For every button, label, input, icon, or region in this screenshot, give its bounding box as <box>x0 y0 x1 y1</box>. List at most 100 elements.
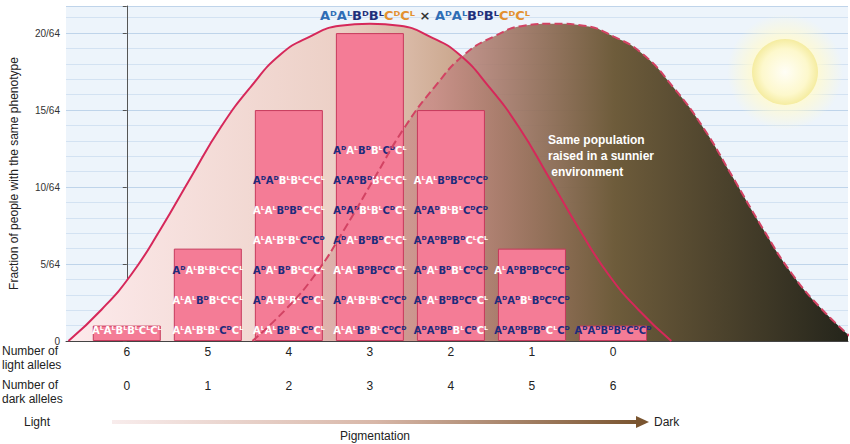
svg-text:Bᴰ: Bᴰ <box>357 325 370 336</box>
svg-text:Cᴰ: Cᴰ <box>499 8 516 23</box>
svg-text:Cᴸ: Cᴸ <box>139 325 150 336</box>
svg-text:Cᴸ: Cᴸ <box>384 235 395 246</box>
svg-text:Bᴸ: Bᴸ <box>290 175 302 186</box>
svg-text:Cᴸ: Cᴸ <box>232 265 243 276</box>
svg-text:Cᴸ: Cᴸ <box>302 265 313 276</box>
svg-text:Aᴸ: Aᴸ <box>265 205 277 216</box>
svg-text:Aᴸ: Aᴸ <box>184 325 196 336</box>
svg-text:Number of: Number of <box>2 344 61 358</box>
svg-text:Cᴰ: Cᴰ <box>557 265 570 276</box>
svg-text:Bᴸ: Bᴸ <box>290 265 302 276</box>
svg-text:Cᴸ: Cᴸ <box>395 205 406 216</box>
svg-text:1: 1 <box>529 345 536 359</box>
svg-text:Aᴸ: Aᴸ <box>172 295 184 306</box>
svg-text:Bᴰ: Bᴰ <box>613 325 626 336</box>
svg-text:Aᴸ: Aᴸ <box>425 175 437 186</box>
svg-text:Cᴰ: Cᴰ <box>301 325 314 336</box>
svg-text:Aᴰ: Aᴰ <box>266 175 279 186</box>
svg-text:Cᴸ: Cᴸ <box>302 175 313 186</box>
svg-text:Cᴸ: Cᴸ <box>313 205 324 216</box>
svg-text:Bᴸ: Bᴸ <box>370 325 382 336</box>
svg-text:1: 1 <box>204 379 211 393</box>
svg-text:Bᴰ: Bᴰ <box>437 175 450 186</box>
svg-text:Aᴸ: Aᴸ <box>345 325 357 336</box>
svg-text:Bᴸ: Bᴸ <box>453 325 465 336</box>
svg-text:Cᴸ: Cᴸ <box>313 295 324 306</box>
svg-text:Aᴰ: Aᴰ <box>414 235 427 246</box>
svg-text:Aᴸ: Aᴸ <box>414 175 426 186</box>
svg-text:0: 0 <box>610 345 617 359</box>
svg-text:Cᴸ: Cᴸ <box>220 295 231 306</box>
svg-text:Aᴸ: Aᴸ <box>427 265 439 276</box>
svg-text:Bᴸ: Bᴸ <box>209 295 221 306</box>
svg-text:Aᴸ: Aᴸ <box>427 295 439 306</box>
svg-text:3: 3 <box>367 345 374 359</box>
svg-text:5/64: 5/64 <box>41 259 61 270</box>
svg-text:Cᴸ: Cᴸ <box>395 265 406 276</box>
svg-text:dark alleles: dark alleles <box>2 392 63 406</box>
svg-text:Aᴸ: Aᴸ <box>253 235 265 246</box>
svg-text:Bᴸ: Bᴸ <box>288 235 300 246</box>
svg-text:Cᴰ: Cᴰ <box>626 325 639 336</box>
svg-text:Cᴸ: Cᴸ <box>302 205 313 216</box>
svg-text:Aᴰ: Aᴰ <box>414 325 427 336</box>
svg-text:Bᴰ: Bᴰ <box>451 295 464 306</box>
svg-text:Aᴰ: Aᴰ <box>507 295 520 306</box>
svg-text:Bᴰ: Bᴰ <box>357 265 370 276</box>
svg-text:Bᴸ: Bᴸ <box>372 175 384 186</box>
svg-text:Bᴰ: Bᴰ <box>467 8 484 23</box>
svg-text:Bᴰ: Bᴰ <box>370 265 383 276</box>
svg-text:Cᴰ: Cᴰ <box>464 295 477 306</box>
svg-text:Cᴸ: Cᴸ <box>232 295 243 306</box>
svg-text:Cᴸ: Cᴸ <box>515 8 530 23</box>
svg-text:Cᴸ: Cᴸ <box>400 8 415 23</box>
svg-text:Cᴸ: Cᴸ <box>220 265 231 276</box>
svg-text:Cᴰ: Cᴰ <box>464 325 477 336</box>
svg-text:Aᴰ: Aᴰ <box>427 205 440 216</box>
svg-text:Bᴸ: Bᴸ <box>208 325 220 336</box>
svg-text:5: 5 <box>529 379 536 393</box>
svg-text:Bᴸ: Bᴸ <box>369 8 384 23</box>
svg-text:Bᴰ: Bᴰ <box>358 235 371 246</box>
svg-text:Aᴰ: Aᴰ <box>333 175 346 186</box>
svg-text:Aᴰ: Aᴰ <box>507 325 520 336</box>
svg-text:Bᴸ: Bᴸ <box>197 265 209 276</box>
svg-text:Bᴸ: Bᴸ <box>451 265 463 276</box>
svg-text:Aᴰ: Aᴰ <box>253 295 266 306</box>
svg-text:Aᴰ: Aᴰ <box>320 8 337 23</box>
svg-text:Bᴰ: Bᴰ <box>440 235 453 246</box>
svg-text:Bᴰ: Bᴰ <box>289 205 302 216</box>
svg-text:Cᴸ: Cᴸ <box>477 235 488 246</box>
svg-text:Aᴸ: Aᴸ <box>184 295 196 306</box>
svg-text:Cᴰ: Cᴰ <box>219 325 232 336</box>
svg-text:Cᴰ: Cᴰ <box>545 295 558 306</box>
svg-text:10/64: 10/64 <box>35 182 60 193</box>
svg-text:15/64: 15/64 <box>35 105 60 116</box>
svg-text:Aᴸ: Aᴸ <box>265 235 277 246</box>
svg-text:Aᴸ: Aᴸ <box>452 8 467 23</box>
svg-text:Bᴸ: Bᴸ <box>371 205 383 216</box>
svg-text:Cᴸ: Cᴸ <box>395 175 406 186</box>
svg-text:Cᴰ: Cᴰ <box>301 295 314 306</box>
svg-text:Cᴰ: Cᴰ <box>476 205 489 216</box>
svg-text:Cᴸ: Cᴸ <box>313 325 324 336</box>
svg-text:Aᴰ: Aᴰ <box>435 8 452 23</box>
svg-text:Cᴰ: Cᴰ <box>394 295 407 306</box>
svg-text:Cᴸ: Cᴸ <box>465 235 476 246</box>
svg-text:Bᴰ: Bᴰ <box>438 265 451 276</box>
svg-text:Cᴰ: Cᴰ <box>557 295 570 306</box>
svg-text:Cᴰ: Cᴰ <box>463 265 476 276</box>
svg-text:×: × <box>420 8 431 23</box>
svg-text:Bᴸ: Bᴸ <box>370 295 382 306</box>
svg-text:Bᴰ: Bᴰ <box>532 295 545 306</box>
svg-text:20/64: 20/64 <box>35 28 60 39</box>
svg-text:Cᴸ: Cᴸ <box>150 325 161 336</box>
svg-text:Cᴰ: Cᴰ <box>383 205 396 216</box>
svg-text:Cᴰ: Cᴰ <box>557 325 570 336</box>
svg-text:Aᴰ: Aᴰ <box>494 325 507 336</box>
svg-text:Aᴰ: Aᴰ <box>253 265 266 276</box>
svg-text:Aᴸ: Aᴸ <box>266 295 278 306</box>
svg-text:Aᴰ: Aᴰ <box>172 265 185 276</box>
svg-text:Bᴸ: Bᴸ <box>440 205 452 216</box>
svg-text:Aᴰ: Aᴰ <box>506 265 519 276</box>
